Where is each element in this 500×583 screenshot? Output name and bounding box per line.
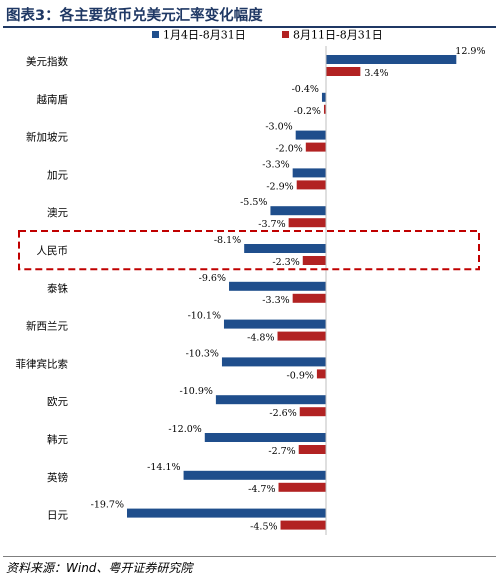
category-label: 新加坡元: [26, 131, 68, 144]
value-label: -5.5%: [240, 197, 267, 208]
category-label: 越南盾: [37, 93, 69, 106]
bar-series2: [292, 293, 326, 303]
value-label: -2.0%: [275, 144, 302, 155]
value-label: -3.3%: [262, 159, 289, 170]
value-label: -4.7%: [248, 484, 275, 495]
bar-series1: [127, 508, 326, 518]
value-label: -12.0%: [168, 424, 201, 435]
bar-series2: [316, 369, 326, 379]
chart-title: 图表3：各主要货币兑美元汇率变化幅度: [6, 8, 263, 24]
category-label: 菲律宾比索: [16, 357, 69, 370]
bar-series2: [278, 482, 326, 492]
legend-label: 1月4日-8月31日: [163, 29, 246, 42]
bar-series1: [244, 244, 326, 253]
category-label: 英镑: [47, 471, 68, 484]
category-label: 新西兰元: [26, 320, 68, 333]
value-label: -10.9%: [180, 386, 213, 397]
value-label: -2.9%: [266, 181, 293, 192]
bar-series1: [321, 92, 326, 102]
value-label: -0.2%: [294, 106, 321, 117]
bar-series2: [326, 67, 361, 76]
category-label: 人民币: [37, 245, 69, 257]
category-label: 韩元: [47, 433, 68, 446]
bar-series2: [277, 331, 326, 341]
source-note: 资料来源：Wind、粤开证券研究院: [6, 561, 193, 575]
category-label: 日元: [47, 510, 68, 522]
value-label: -8.1%: [214, 235, 241, 246]
bar-series2: [323, 104, 326, 114]
bar-series1: [292, 168, 326, 178]
value-label: -3.7%: [258, 219, 285, 230]
bar-series1: [295, 130, 326, 140]
value-label: -19.7%: [91, 500, 124, 511]
bar-series1: [270, 206, 326, 216]
category-label: 澳元: [47, 206, 68, 219]
value-label: -0.9%: [287, 370, 314, 381]
bar-series1: [221, 357, 326, 367]
category-label: 美元指数: [26, 55, 68, 68]
title-divider: [3, 26, 496, 28]
legend-label: 8月11日-8月31日: [293, 29, 383, 42]
value-label: -10.3%: [186, 348, 219, 359]
value-label: -2.3%: [272, 257, 299, 268]
value-label: -10.1%: [188, 311, 221, 322]
value-label: 12.9%: [455, 46, 485, 57]
bar-series2: [288, 218, 326, 228]
category-label: 欧元: [47, 396, 68, 408]
value-label: -3.3%: [262, 295, 289, 306]
legend-swatch: [282, 31, 289, 38]
bar-series1: [326, 55, 457, 64]
value-label: -0.4%: [292, 84, 319, 95]
source-divider: [3, 556, 496, 557]
bar-series2: [280, 520, 326, 530]
bar-series1: [229, 281, 326, 291]
bar-series1: [183, 470, 326, 480]
value-label: -14.1%: [147, 462, 180, 473]
legend-swatch: [152, 31, 159, 38]
value-label: -3.0%: [265, 122, 292, 133]
bar-series2: [299, 407, 326, 417]
bar-series2: [296, 180, 326, 190]
bar-series2: [298, 445, 326, 454]
bar-series2: [305, 142, 326, 152]
value-label: 3.4%: [364, 68, 388, 79]
value-label: -2.6%: [269, 408, 296, 419]
bar-series2: [302, 256, 326, 265]
category-label: 泰铢: [47, 282, 68, 295]
value-label: -9.6%: [199, 273, 226, 284]
value-label: -4.8%: [247, 333, 274, 344]
value-label: -2.7%: [268, 446, 295, 457]
bar-series1: [204, 433, 326, 442]
bar-series1: [223, 319, 326, 329]
category-label: 加元: [47, 169, 68, 181]
value-label: -4.5%: [250, 522, 277, 533]
bar-series1: [215, 395, 326, 405]
highlight-box: [18, 230, 480, 271]
